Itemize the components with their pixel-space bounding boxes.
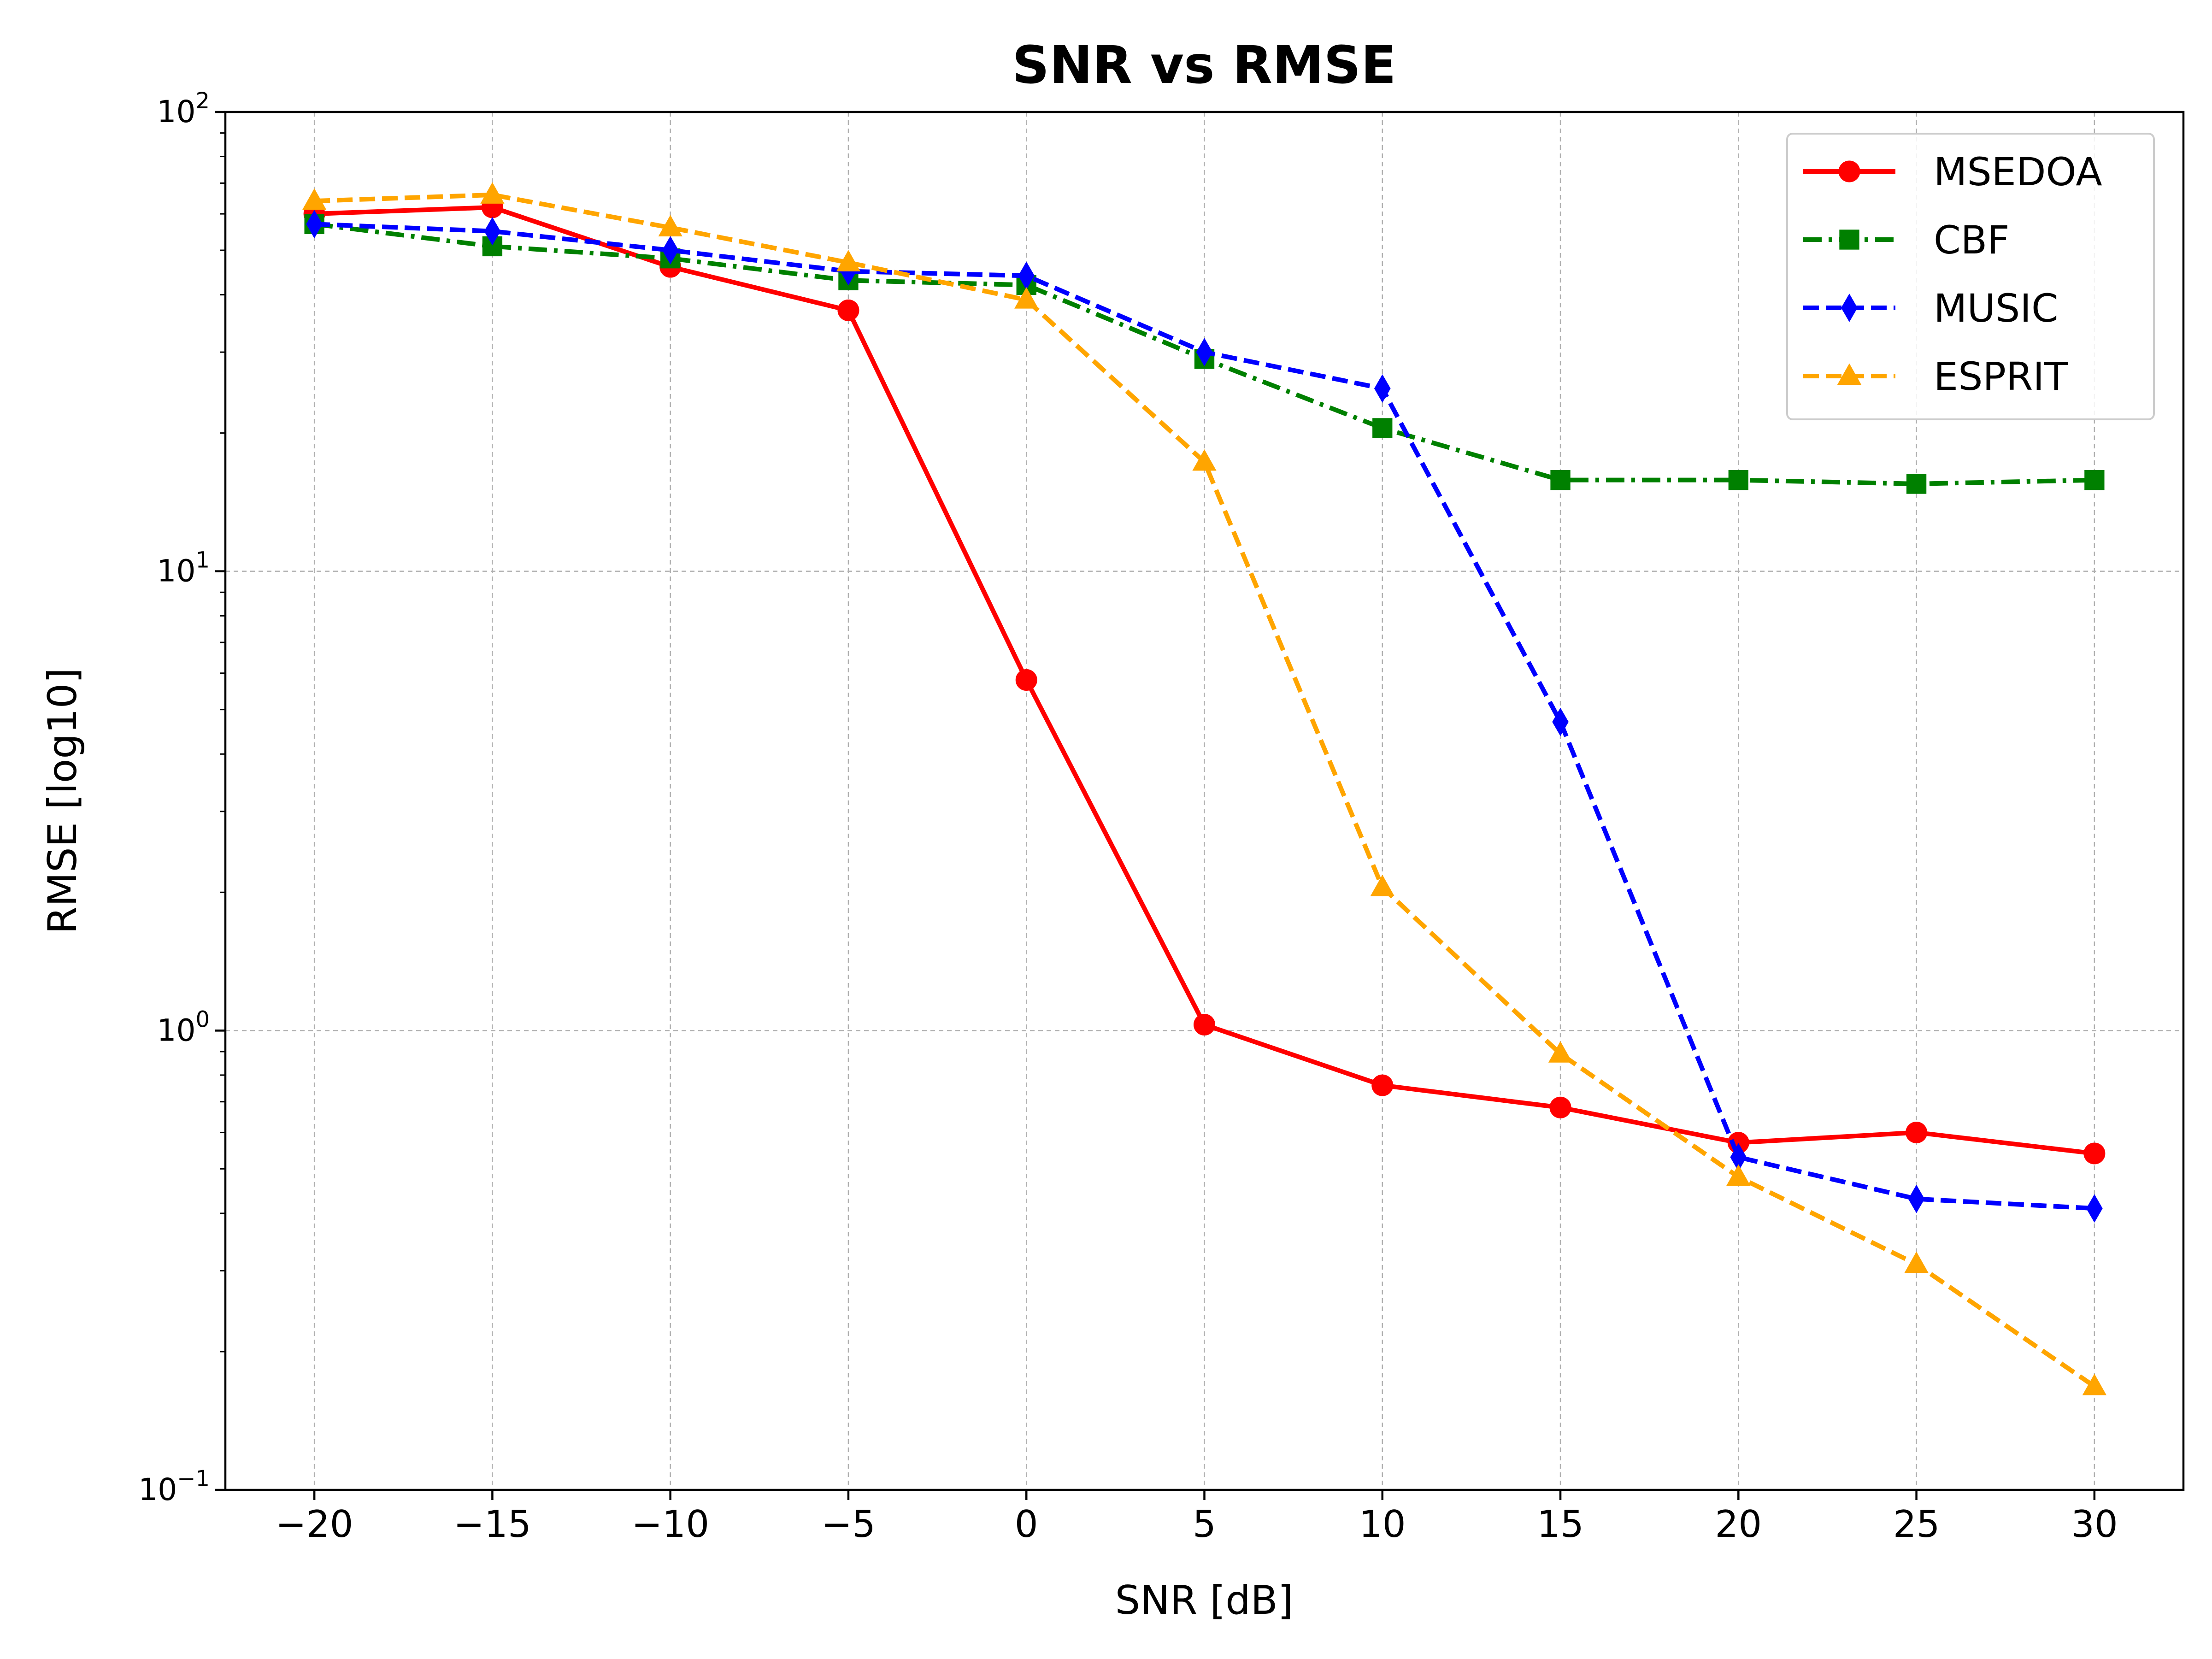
data-point-esprit (1014, 287, 1039, 309)
data-point-cbf (1550, 470, 1571, 490)
data-point-music (1908, 1184, 1925, 1213)
y-tick-base: 10 (157, 94, 195, 129)
data-point-cbf (1728, 470, 1748, 490)
y-tick-label: 100 (157, 1006, 210, 1048)
data-point-msedoa (2083, 1142, 2106, 1165)
legend-label-music: MUSIC (1934, 286, 2059, 331)
legend-label-msedoa: MSEDOA (1934, 149, 2102, 194)
x-tick-label: −20 (276, 1503, 353, 1546)
data-point-cbf (1372, 418, 1393, 438)
grid (225, 112, 2183, 1490)
data-point-esprit (1726, 1164, 1751, 1186)
y-tick-label: 10−1 (138, 1466, 210, 1507)
x-tick-label: 10 (1359, 1503, 1406, 1546)
x-axis: −20 −15 −10 −5 0 5 10 15 20 25 30 (276, 1490, 2118, 1546)
y-tick-base: 10 (138, 1472, 177, 1507)
x-tick-label: −10 (631, 1503, 709, 1546)
legend-entry-music: MUSIC (1803, 286, 2059, 331)
data-point-music (306, 210, 323, 239)
y-tick-label: 102 (157, 88, 210, 129)
legend-entry-msedoa: MSEDOA (1803, 149, 2102, 194)
legend-marker-msedoa (1838, 160, 1860, 182)
data-point-music (1552, 707, 1569, 736)
data-point-esprit (658, 215, 682, 236)
x-tick-label: −5 (821, 1503, 876, 1546)
data-point-esprit (480, 182, 505, 204)
legend: MSEDOA CBF MUSIC ESPRIT (1786, 133, 2155, 420)
y-tick-exponent: 0 (195, 1006, 210, 1032)
x-axis-label: SNR [dB] (1115, 1577, 1294, 1624)
data-point-msedoa (1194, 1014, 1215, 1036)
x-tick-label: 25 (1893, 1503, 1940, 1546)
legend-label-cbf: CBF (1934, 218, 2010, 263)
data-point-music (1374, 374, 1391, 403)
plot-area (302, 182, 2107, 1395)
legend-marker-esprit (1837, 363, 1862, 385)
chart-title: SNR vs RMSE (1012, 35, 1396, 95)
x-tick-label: −15 (453, 1503, 531, 1546)
legend-entry-cbf: CBF (1803, 218, 2010, 263)
y-tick-exponent: −1 (177, 1466, 210, 1492)
x-tick-label: 15 (1537, 1503, 1584, 1546)
data-point-cbf (2084, 470, 2105, 490)
legend-marker-cbf (1839, 229, 1859, 250)
data-point-esprit (2082, 1373, 2107, 1395)
data-point-music (484, 217, 501, 246)
data-point-esprit (1548, 1041, 1573, 1063)
data-point-esprit (1370, 875, 1394, 896)
y-tick-exponent: 1 (195, 547, 210, 573)
series-esprit (302, 182, 2107, 1395)
x-tick-label: 0 (1015, 1503, 1038, 1546)
data-point-music (2086, 1194, 2103, 1223)
y-tick-label: 101 (157, 547, 210, 589)
x-tick-label: 5 (1193, 1503, 1216, 1546)
data-point-msedoa (1371, 1074, 1394, 1096)
y-axis-label: RMSE [log10] (40, 668, 86, 934)
x-tick-label: 30 (2071, 1503, 2118, 1546)
data-point-msedoa (1549, 1096, 1571, 1118)
legend-marker-music (1841, 294, 1858, 322)
legend-box (1786, 133, 2155, 420)
data-point-esprit (1192, 449, 1217, 471)
data-point-esprit (836, 250, 861, 271)
data-point-msedoa (1015, 669, 1037, 691)
legend-label-esprit: ESPRIT (1934, 354, 2068, 399)
y-tick-base: 10 (157, 553, 195, 589)
data-point-music (1196, 338, 1213, 367)
y-tick-exponent: 2 (195, 88, 210, 114)
data-point-music (662, 236, 679, 265)
data-point-esprit (1904, 1251, 1929, 1273)
data-point-esprit (302, 188, 327, 210)
x-tick-label: 20 (1715, 1503, 1762, 1546)
data-point-msedoa (1906, 1121, 1928, 1143)
data-point-msedoa (837, 299, 859, 321)
data-point-cbf (1906, 474, 1927, 494)
legend-entry-esprit: ESPRIT (1803, 354, 2068, 399)
y-tick-base: 10 (157, 1012, 195, 1048)
